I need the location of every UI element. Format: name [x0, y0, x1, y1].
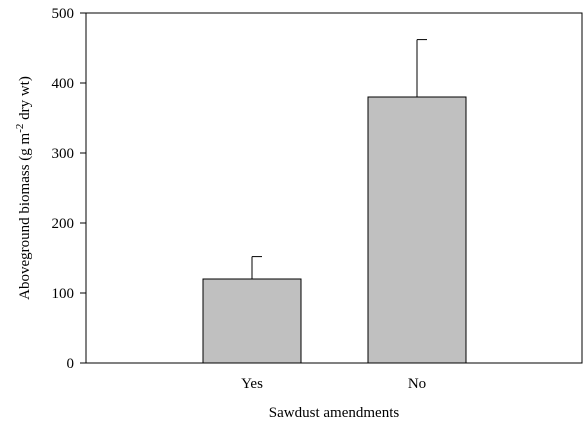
- bar-no: [367, 96, 467, 364]
- y-axis-ticks: 0 100 200 300 400 500: [52, 6, 86, 372]
- y-tick-label: 200: [52, 216, 75, 232]
- x-tick-label-yes: Yes: [241, 376, 263, 392]
- bars: [202, 39, 467, 364]
- y-axis-label: Aboveground biomass (g m-2 dry wt): [14, 76, 33, 300]
- y-tick-label: 500: [52, 6, 75, 22]
- bar-yes: [202, 278, 302, 364]
- y-axis-label-end: dry wt): [17, 76, 33, 124]
- y-tick-label: 300: [52, 146, 75, 162]
- y-tick-label: 100: [52, 286, 75, 302]
- y-axis-label-main: Aboveground biomass (g m: [17, 132, 33, 299]
- y-axis-label-superscript: -2: [14, 124, 26, 133]
- y-tick-label: 0: [67, 356, 75, 372]
- plot-frame: [85, 12, 583, 364]
- x-tick-label-no: No: [408, 376, 426, 392]
- x-axis-ticks: Yes No: [241, 376, 426, 392]
- y-tick-label: 400: [52, 76, 75, 92]
- x-axis-label: Sawdust amendments: [269, 405, 400, 421]
